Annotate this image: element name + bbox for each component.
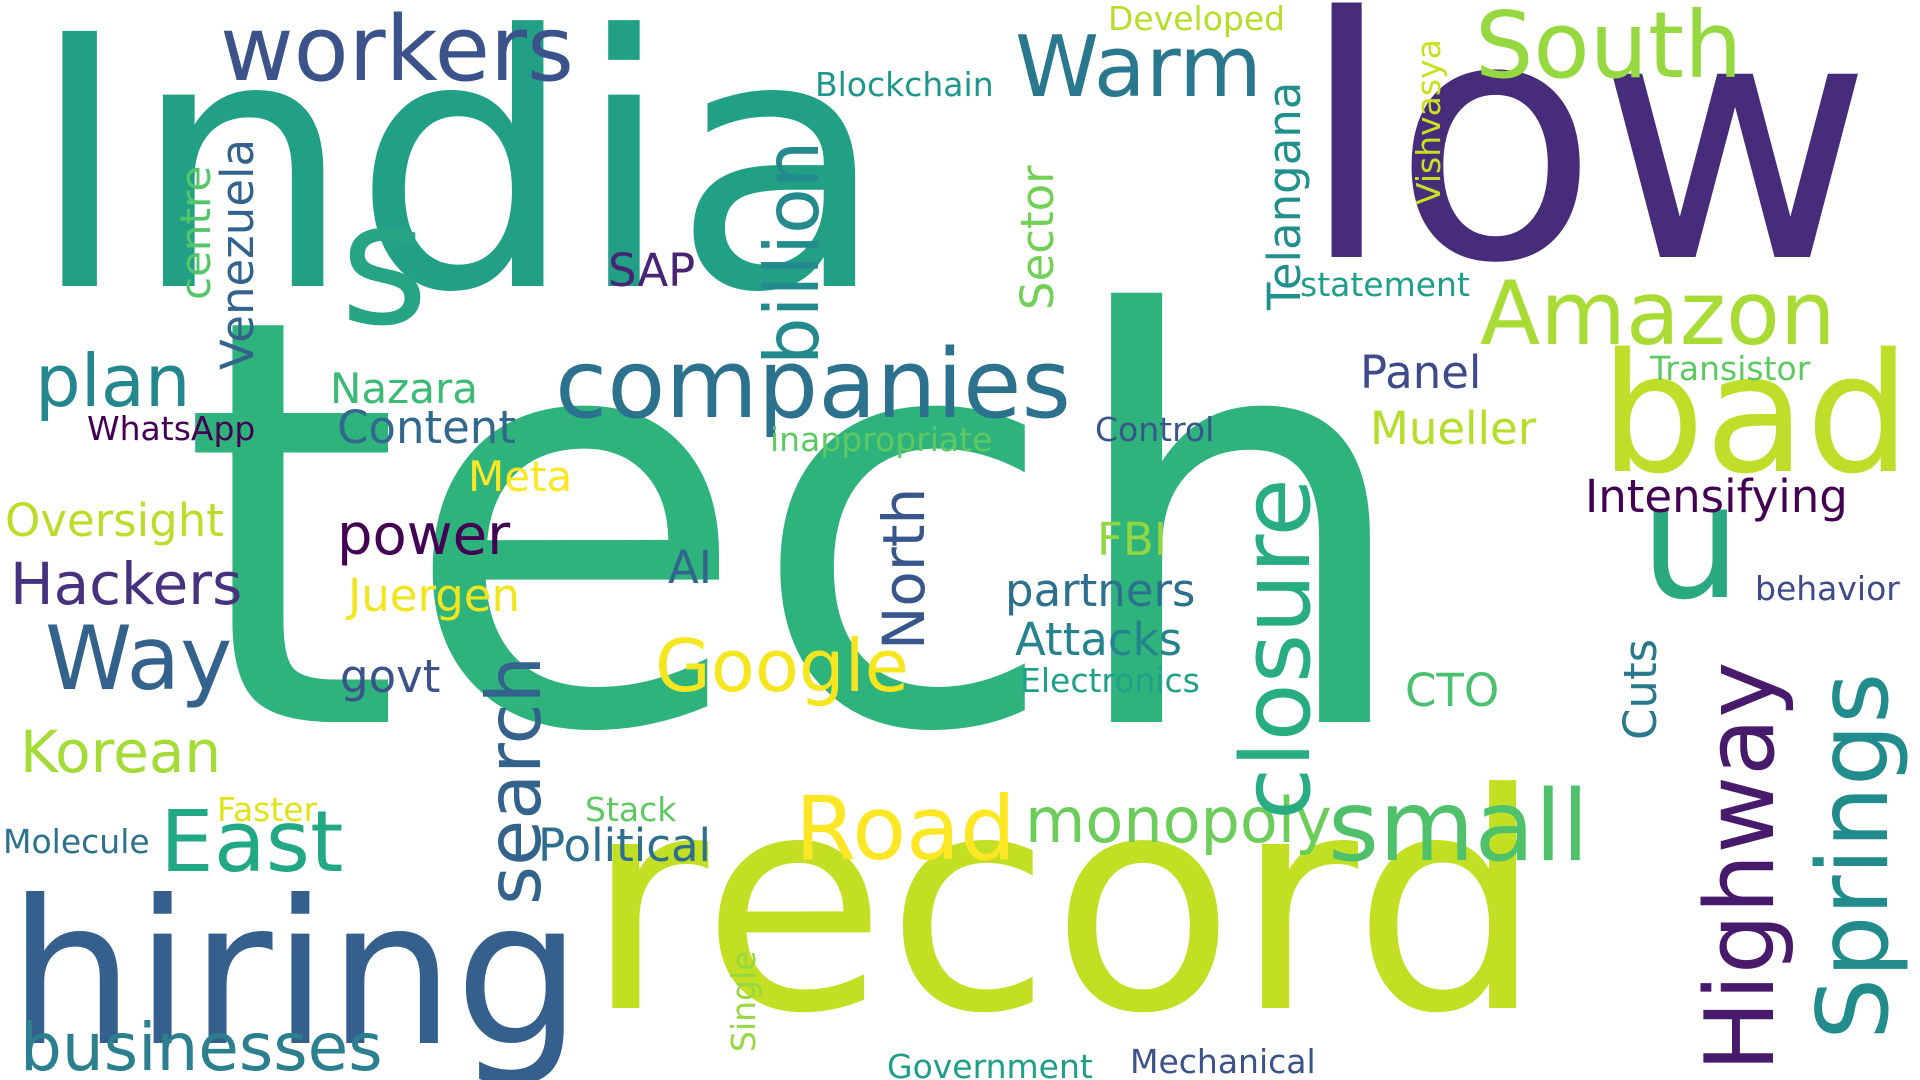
word-statement: statement: [1300, 265, 1470, 304]
word-korean: Korean: [20, 718, 222, 786]
word-ai: AI: [668, 541, 713, 594]
word-hiring: hiring: [8, 858, 582, 1080]
word-hackers: Hackers: [10, 550, 243, 618]
word-closure: closure: [1222, 478, 1332, 820]
word-developed: Developed: [1108, 0, 1286, 38]
word-panel: Panel: [1360, 346, 1482, 399]
word-attacks: Attacks: [1015, 613, 1183, 666]
word-india: India: [28, 0, 887, 369]
word-s: s: [340, 166, 429, 364]
word-meta: Meta: [468, 452, 573, 501]
word-warm: Warm: [1015, 18, 1262, 117]
word-billion: billion: [748, 140, 836, 365]
word-stack: Stack: [585, 790, 677, 829]
word-juergen: Juergen: [348, 569, 520, 622]
word-electronics: Electronics: [1020, 661, 1200, 700]
word-centre: centre: [171, 165, 220, 300]
word-highway: Highway: [1686, 661, 1796, 1072]
word-road: Road: [795, 777, 1016, 880]
word-monopoly: monopoly: [1025, 784, 1332, 857]
word-record: record: [585, 730, 1544, 1079]
word-fbi: FBI: [1097, 513, 1168, 566]
word-springs: Springs: [1797, 672, 1911, 1040]
word-content: Content: [337, 401, 516, 454]
word-north: North: [870, 487, 938, 650]
word-workers: workers: [220, 0, 574, 102]
word-u: u: [1640, 448, 1742, 635]
word-mueller: Mueller: [1370, 402, 1537, 455]
word-sector: Sector: [1011, 165, 1064, 310]
word-transistor: Transistor: [1650, 349, 1811, 388]
word-control: Control: [1095, 410, 1215, 449]
word-venezuela: Venezuela: [211, 138, 264, 370]
word-south: South: [1475, 0, 1743, 99]
word-molecule: Molecule: [3, 822, 150, 861]
word-cuts: Cuts: [1614, 638, 1667, 740]
word-faster: Faster: [217, 790, 318, 829]
word-low: low: [1300, 0, 1873, 337]
word-govt: govt: [340, 650, 441, 703]
word-nazara: Nazara: [330, 364, 478, 413]
word-whatsapp: WhatsApp: [87, 409, 256, 448]
word-way: Way: [45, 607, 233, 710]
word-east: East: [160, 793, 344, 892]
word-power: power: [337, 503, 511, 568]
word-small: small: [1328, 770, 1590, 884]
word-businesses: businesses: [20, 1009, 383, 1080]
word-search: search: [470, 655, 558, 905]
word-government: Government: [887, 1047, 1093, 1080]
word-single: Single: [724, 950, 763, 1052]
word-political: Political: [538, 819, 712, 872]
word-oversight: Oversight: [5, 494, 224, 547]
word-plan: plan: [35, 339, 191, 423]
word-cto: CTO: [1405, 664, 1500, 717]
word-amazon: Amazon: [1480, 262, 1836, 365]
word-mechanical: Mechanical: [1130, 1042, 1316, 1080]
word-tech: tech: [180, 199, 1418, 856]
word-sap: SAP: [608, 244, 696, 297]
word-google: Google: [655, 624, 909, 708]
word-vishvasya: Vishvasya: [1409, 39, 1448, 205]
word-intensifying: Intensifying: [1585, 470, 1848, 523]
word-blockchain: Blockchain: [815, 65, 994, 104]
word-bad: bad: [1600, 318, 1911, 510]
word-inappropriate: inappropriate: [770, 420, 993, 459]
word-telangana: Telangana: [1258, 81, 1311, 310]
word-behavior: behavior: [1755, 569, 1900, 608]
word-companies: companies: [555, 330, 1071, 440]
word-partners: partners: [1005, 564, 1196, 617]
